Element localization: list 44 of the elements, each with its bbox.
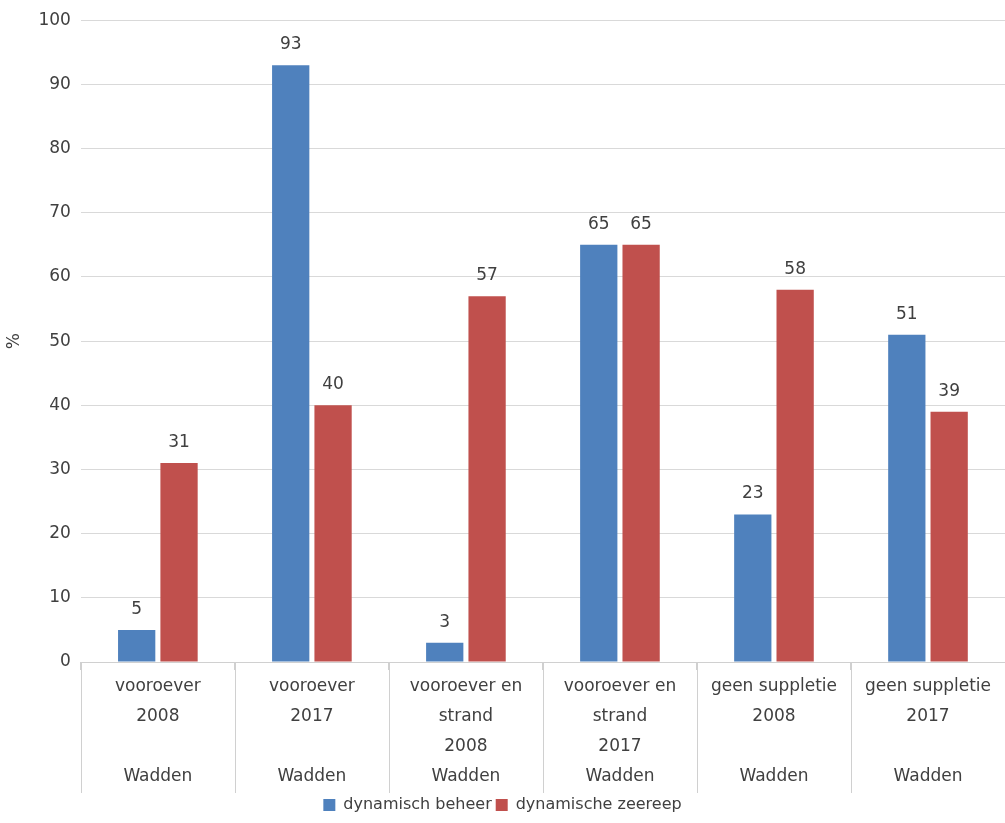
data-label: 5	[131, 597, 143, 618]
x-tick-label: vooroever en strand 2017 Wadden	[563, 675, 677, 785]
bar	[622, 244, 660, 662]
y-tick-label: 50	[49, 329, 71, 350]
legend-label: dynamische zeereep	[515, 794, 682, 814]
category-label: vooroever 2008 Wadden	[114, 675, 201, 785]
data-label: 23	[741, 482, 764, 503]
bar	[118, 629, 156, 662]
category-label: geen suppletie 2017 Wadden	[864, 675, 992, 785]
bar	[776, 289, 814, 662]
category-label: vooroever 2017 Wadden	[268, 675, 355, 785]
bar	[888, 334, 926, 662]
data-label: 65	[630, 212, 652, 233]
data-label: 39	[938, 379, 960, 400]
bar	[468, 296, 506, 662]
data-label: 51	[895, 302, 918, 323]
data-label: 65	[587, 212, 610, 233]
y-tick-label: 60	[49, 265, 71, 286]
y-tick-label: 30	[49, 457, 71, 478]
category-label: geen suppletie 2008 Wadden	[710, 675, 838, 785]
bar	[734, 514, 772, 662]
y-tick-label: 20	[49, 522, 71, 543]
data-label: 3	[439, 610, 451, 631]
y-tick-label: 0	[60, 650, 71, 671]
bar	[580, 244, 618, 662]
data-label: 58	[784, 257, 806, 278]
bar	[426, 642, 464, 662]
data-label: 31	[168, 430, 190, 451]
bar	[314, 405, 352, 662]
y-tick-label: 90	[49, 72, 71, 93]
data-label: 93	[279, 33, 302, 54]
y-tick-label: 80	[49, 136, 71, 157]
data-label: 40	[322, 373, 344, 394]
bar	[160, 463, 198, 662]
x-tick-label: vooroever en strand 2008 Wadden	[409, 675, 523, 785]
y-tick-label: 40	[49, 393, 71, 414]
data-label: 57	[476, 264, 498, 285]
y-tick-label: 10	[49, 586, 71, 607]
legend-label: dynamisch beheer	[343, 794, 493, 814]
y-tick-label: 100	[38, 8, 71, 29]
bar	[930, 411, 968, 662]
y-tick-label: 70	[49, 201, 71, 222]
bar	[272, 65, 310, 662]
y-axis-title: %	[2, 333, 23, 350]
